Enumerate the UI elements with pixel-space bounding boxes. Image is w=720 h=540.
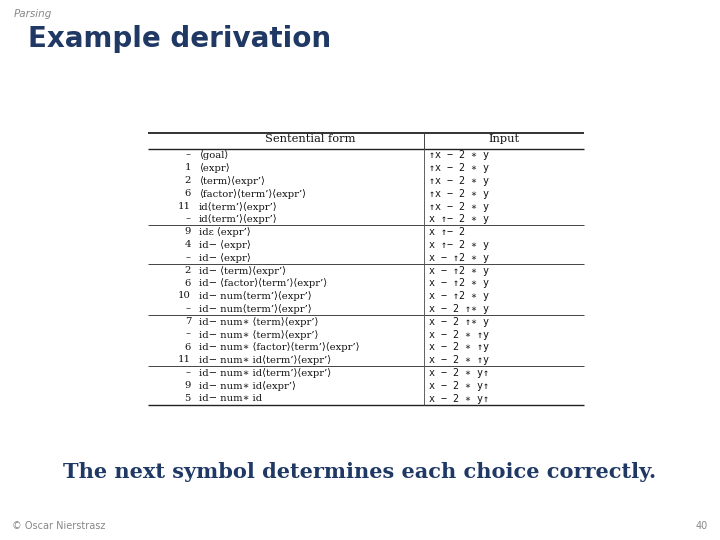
Text: 10: 10 [178,291,191,300]
Text: 1: 1 [184,163,191,172]
Text: 4: 4 [184,240,191,249]
Text: x − 2 ↑∗ y: x − 2 ↑∗ y [429,317,489,327]
Text: x − 2 ∗ y↑: x − 2 ∗ y↑ [429,381,489,391]
Text: id− num∗ id⟨term’⟩⟨expr’⟩: id− num∗ id⟨term’⟩⟨expr’⟩ [199,368,331,378]
Text: idε ⟨expr’⟩: idε ⟨expr’⟩ [199,227,251,237]
Text: x − 2 ∗ ↑y: x − 2 ∗ ↑y [429,355,489,365]
Text: 11: 11 [178,355,191,364]
Text: id− num⟨term’⟩⟨expr’⟩: id− num⟨term’⟩⟨expr’⟩ [199,304,312,314]
Text: id⟨term’⟩⟨expr’⟩: id⟨term’⟩⟨expr’⟩ [199,202,278,212]
Text: id− num∗ ⟨term⟩⟨expr’⟩: id− num∗ ⟨term⟩⟨expr’⟩ [199,330,318,340]
Text: 7: 7 [184,317,191,326]
Text: –: – [186,368,191,377]
Text: ↑x − 2 ∗ y: ↑x − 2 ∗ y [429,163,489,173]
Text: –: – [186,214,191,224]
Text: id− ⟨factor⟩⟨term’⟩⟨expr’⟩: id− ⟨factor⟩⟨term’⟩⟨expr’⟩ [199,279,327,288]
Text: 6: 6 [185,189,191,198]
Text: ⟨expr⟩: ⟨expr⟩ [199,163,230,173]
Text: ↑x − 2 ∗ y: ↑x − 2 ∗ y [429,151,489,160]
Text: ⟨goal⟩: ⟨goal⟩ [199,151,228,160]
Text: x − ↑2 ∗ y: x − ↑2 ∗ y [429,253,489,263]
Text: ⟨term⟩⟨expr’⟩: ⟨term⟩⟨expr’⟩ [199,176,265,186]
Text: –: – [186,253,191,262]
Text: Input: Input [488,134,520,144]
Text: id− ⟨expr⟩: id− ⟨expr⟩ [199,240,251,250]
Text: ↑x − 2 ∗ y: ↑x − 2 ∗ y [429,176,489,186]
Text: –: – [186,330,191,339]
Text: 9: 9 [184,381,191,390]
Text: 6: 6 [185,342,191,352]
Text: Sentential form: Sentential form [265,134,355,144]
Text: x − 2 ↑∗ y: x − 2 ↑∗ y [429,304,489,314]
Text: id− ⟨expr⟩: id− ⟨expr⟩ [199,253,251,263]
Text: 5: 5 [184,394,191,403]
Text: 6: 6 [185,279,191,287]
Text: x − 2 ∗ y↑: x − 2 ∗ y↑ [429,394,489,404]
Text: id− num⟨term’⟩⟨expr’⟩: id− num⟨term’⟩⟨expr’⟩ [199,291,312,301]
Text: ⟨factor⟩⟨term’⟩⟨expr’⟩: ⟨factor⟩⟨term’⟩⟨expr’⟩ [199,189,306,199]
Text: x − 2 ∗ ↑y: x − 2 ∗ ↑y [429,342,489,353]
Text: 11: 11 [178,202,191,211]
Text: Parsing: Parsing [14,9,53,19]
Text: x − 2 ∗ y↑: x − 2 ∗ y↑ [429,368,489,378]
Text: 2: 2 [184,176,191,185]
Text: x − ↑2 ∗ y: x − ↑2 ∗ y [429,279,489,288]
Text: x ↑− 2 ∗ y: x ↑− 2 ∗ y [429,214,489,225]
Text: 9: 9 [184,227,191,237]
Text: x − ↑2 ∗ y: x − ↑2 ∗ y [429,266,489,276]
Text: id− ⟨term⟩⟨expr’⟩: id− ⟨term⟩⟨expr’⟩ [199,266,286,275]
Text: Example derivation: Example derivation [28,25,331,53]
Text: id− num∗ id⟨expr’⟩: id− num∗ id⟨expr’⟩ [199,381,296,391]
Text: ↑x − 2 ∗ y: ↑x − 2 ∗ y [429,202,489,212]
Text: x ↑− 2 ∗ y: x ↑− 2 ∗ y [429,240,489,250]
Text: id− num∗ id: id− num∗ id [199,394,262,403]
Text: –: – [186,151,191,159]
Text: © Oscar Nierstrasz: © Oscar Nierstrasz [12,521,105,531]
Text: ↑x − 2 ∗ y: ↑x − 2 ∗ y [429,189,489,199]
Text: 40: 40 [696,521,708,531]
Text: x − 2 ∗ ↑y: x − 2 ∗ ↑y [429,330,489,340]
Text: 2: 2 [184,266,191,275]
Text: x ↑− 2: x ↑− 2 [429,227,465,237]
Text: id− num∗ ⟨factor⟩⟨term’⟩⟨expr’⟩: id− num∗ ⟨factor⟩⟨term’⟩⟨expr’⟩ [199,342,359,353]
Text: The next symbol determines each choice correctly.: The next symbol determines each choice c… [63,462,657,482]
Text: –: – [186,304,191,313]
Text: x − ↑2 ∗ y: x − ↑2 ∗ y [429,291,489,301]
Text: id− num∗ ⟨term⟩⟨expr’⟩: id− num∗ ⟨term⟩⟨expr’⟩ [199,317,318,327]
Text: id⟨term’⟩⟨expr’⟩: id⟨term’⟩⟨expr’⟩ [199,214,278,225]
Text: id− num∗ id⟨term’⟩⟨expr’⟩: id− num∗ id⟨term’⟩⟨expr’⟩ [199,355,331,365]
